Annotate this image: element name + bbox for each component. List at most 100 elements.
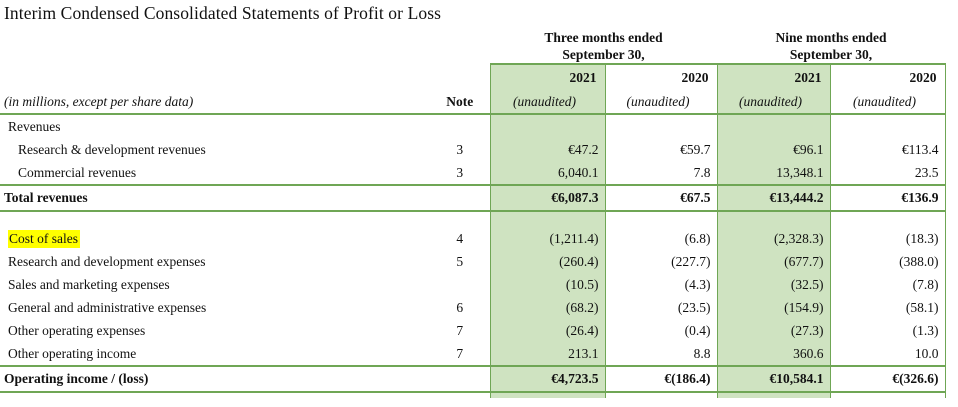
unaudited-label: (unaudited)	[829, 90, 946, 115]
row-note	[430, 184, 490, 212]
spacer-cell	[0, 46, 490, 64]
value-cell: 7.8	[604, 161, 718, 185]
spacer-cell	[0, 64, 430, 90]
value-cell	[829, 114, 946, 138]
year-header-2020-9m: 2020	[829, 63, 946, 90]
value-cell: €59.7	[604, 138, 718, 161]
table-row	[0, 392, 946, 398]
value-cell: 8.8	[604, 342, 718, 366]
value-cell	[716, 211, 831, 227]
value-cell: (2,328.3)	[716, 227, 831, 250]
value-cell: (27.3)	[716, 319, 831, 342]
row-note	[430, 392, 490, 398]
value-cell: (32.5)	[716, 273, 831, 296]
value-cell: (388.0)	[829, 250, 946, 273]
year-header-2021-q3: 2021	[489, 63, 606, 90]
value-cell	[829, 211, 946, 227]
table-row: Operating income / (loss) €4,723.5 €(186.4…	[0, 365, 946, 393]
year-header-2021-9m: 2021	[716, 63, 831, 90]
value-cell: €(326.6)	[829, 365, 946, 393]
period-header-row-2: September 30, September 30,	[0, 46, 945, 64]
row-label: General and administrative expenses	[8, 299, 207, 315]
value-cell	[716, 392, 831, 398]
table-body: Revenues Research & development revenues 3…	[0, 114, 946, 398]
table-row: Total revenues €6,087.3 €67.5 €13,444.2 €136…	[0, 184, 946, 212]
meta-header-row: (in millions, except per share data) Not…	[0, 90, 946, 115]
units-note: (in millions, except per share data)	[0, 90, 430, 115]
profit-loss-table: Three months ended Nine months ended Sep…	[0, 29, 946, 398]
spacer-cell	[430, 64, 490, 90]
value-cell	[604, 114, 718, 138]
row-note	[430, 365, 490, 393]
row-note: 4	[456, 230, 464, 246]
value-cell: (260.4)	[489, 250, 606, 273]
value-cell: (227.7)	[604, 250, 718, 273]
value-cell	[829, 392, 946, 398]
value-cell: €10,584.1	[716, 365, 831, 393]
table-row: Cost of sales 4 (1,211.4) (6.8) (2,328.3) (18…	[0, 227, 946, 250]
year-header-2020-q3: 2020	[604, 63, 718, 90]
value-cell: 213.1	[489, 342, 606, 366]
value-cell	[604, 392, 718, 398]
value-cell: €(186.4)	[604, 365, 718, 393]
value-cell: (1.3)	[829, 319, 946, 342]
period-header-three-months-date: September 30,	[562, 46, 645, 62]
value-cell: €4,723.5	[489, 365, 606, 393]
row-label: Other operating income	[8, 345, 137, 361]
row-note	[430, 273, 490, 296]
table-row: Other operating income 7 213.1 8.8 360.6 10.0	[0, 342, 946, 366]
value-cell: €47.2	[489, 138, 606, 161]
value-cell: (68.2)	[489, 296, 606, 319]
period-header-nine-months-date: September 30,	[789, 46, 873, 62]
unaudited-label: (unaudited)	[716, 90, 831, 115]
value-cell: (10.5)	[489, 273, 606, 296]
row-label	[0, 392, 430, 398]
row-label: Research and development expenses	[8, 253, 206, 269]
row-label: Sales and marketing expenses	[8, 276, 170, 292]
highlighted-text: Cost of sales	[8, 229, 80, 248]
table-row: Research and development expenses 5 (260.4…	[0, 250, 946, 273]
row-label: Total revenues	[0, 184, 430, 212]
value-cell: (18.3)	[829, 227, 946, 250]
row-label: Research & development revenues	[18, 141, 206, 157]
row-note	[430, 114, 490, 138]
note-column-header: Note	[430, 90, 490, 115]
page-title: Interim Condensed Consolidated Statement…	[4, 3, 442, 23]
value-cell	[489, 211, 606, 227]
table-row: Revenues	[0, 114, 946, 138]
value-cell: €113.4	[829, 138, 946, 161]
table-row	[0, 211, 946, 227]
row-note: 3	[456, 141, 464, 157]
value-cell	[716, 114, 831, 138]
value-cell	[604, 211, 718, 227]
row-label: Cost of sales	[0, 227, 430, 250]
row-label: Revenues	[8, 118, 61, 134]
year-header-row: 2021 2020 2021 2020	[0, 63, 946, 90]
table-row: Commercial revenues 3 6,040.1 7.8 13,348.1 23…	[0, 161, 946, 185]
period-header-nine-months: Nine months ended	[775, 29, 887, 45]
row-label: Operating income / (loss)	[0, 365, 430, 393]
row-label	[0, 211, 430, 227]
value-cell: €96.1	[716, 138, 831, 161]
value-cell	[489, 392, 606, 398]
value-cell: (7.8)	[829, 273, 946, 296]
value-cell: 13,348.1	[716, 161, 831, 185]
value-cell: (0.4)	[604, 319, 718, 342]
table-row: Other operating expenses 7 (26.4) (0.4) (27.…	[0, 319, 946, 342]
row-note: 7	[456, 345, 464, 361]
value-cell: (154.9)	[716, 296, 831, 319]
value-cell: 360.6	[716, 342, 831, 366]
period-header-row-1: Three months ended Nine months ended	[0, 29, 945, 46]
value-cell: (1,211.4)	[489, 227, 606, 250]
value-cell: (26.4)	[489, 319, 606, 342]
spacer-cell	[0, 29, 490, 46]
row-note	[430, 211, 490, 227]
value-cell: €136.9	[829, 184, 946, 212]
row-label: Other operating expenses	[8, 322, 146, 338]
table-row: General and administrative expenses 6 (68.…	[0, 296, 946, 319]
value-cell: €13,444.2	[716, 184, 831, 212]
value-cell: 6,040.1	[489, 161, 606, 185]
value-cell: 23.5	[829, 161, 946, 185]
unaudited-label: (unaudited)	[604, 90, 718, 115]
unaudited-label: (unaudited)	[489, 90, 606, 115]
